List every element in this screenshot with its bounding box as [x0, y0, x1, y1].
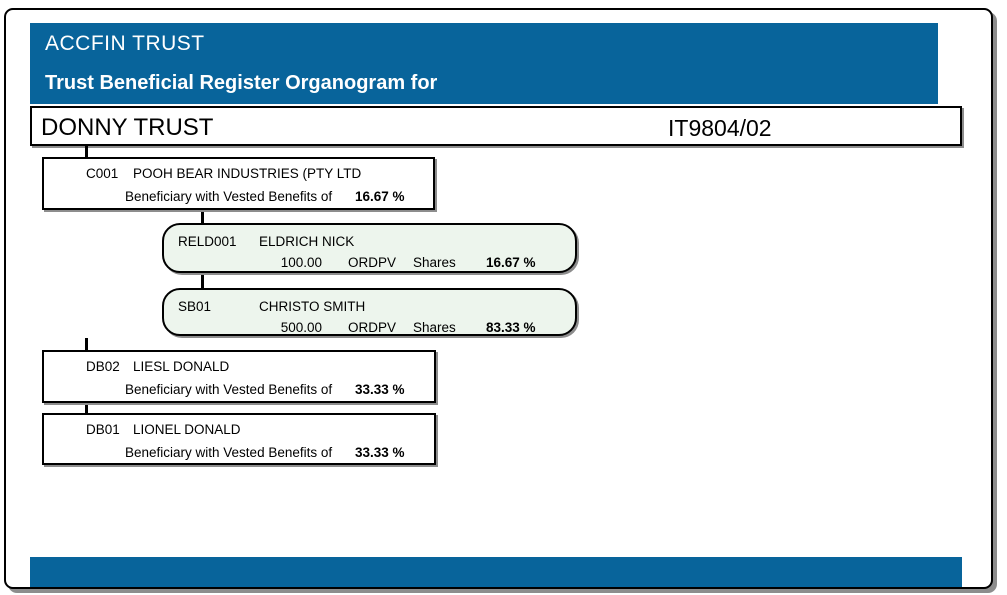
node-quantity: 100.00 — [280, 255, 322, 270]
node-share-class: ORDPV — [348, 320, 397, 335]
node-percentage: 83.33 % — [486, 320, 536, 335]
node-percentage: 33.33 % — [355, 445, 405, 460]
node-percentage: 16.67 % — [486, 255, 536, 270]
node-unit-label: Shares — [413, 255, 456, 270]
node-unit-label: Shares — [413, 320, 456, 335]
node-code: DB01 — [86, 422, 120, 437]
node-detail-label: Beneficiary with Vested Benefits of — [125, 189, 333, 204]
node-detail-label: Beneficiary with Vested Benefits of — [125, 445, 333, 460]
node-code: DB02 — [86, 359, 120, 374]
node-quantity: 500.00 — [280, 320, 322, 335]
node-percentage: 33.33 % — [355, 382, 405, 397]
report-title: Trust Beneficial Register Organogram for — [45, 72, 438, 94]
node-name: LIESL DONALD — [133, 359, 230, 374]
node-detail-label: Beneficiary with Vested Benefits of — [125, 382, 333, 397]
footer-bar — [30, 557, 962, 587]
node-percentage: 16.67 % — [355, 189, 405, 204]
node-share-class: ORDPV — [348, 255, 397, 270]
org-node-sb01: SB01 CHRISTO SMITH 500.00 ORDPV Shares 8… — [162, 288, 577, 336]
trust-title-bar: DONNY TRUST IT9804/02 — [30, 106, 962, 146]
report-header: ACCFIN TRUST Trust Beneficial Register O… — [30, 23, 938, 104]
trust-number: IT9804/02 — [668, 115, 772, 141]
node-name: LIONEL DONALD — [133, 422, 241, 437]
connector-line — [201, 272, 204, 289]
org-node-db02: DB02 LIESL DONALD Beneficiary with Veste… — [42, 350, 436, 403]
node-name: CHRISTO SMITH — [259, 299, 366, 314]
node-code: SB01 — [178, 299, 212, 314]
connector-line — [85, 145, 88, 158]
node-code: C001 — [86, 166, 119, 181]
node-name: ELDRICH NICK — [259, 234, 355, 249]
app-title: ACCFIN TRUST — [45, 32, 205, 55]
connector-line — [85, 338, 88, 351]
node-name: POOH BEAR INDUSTRIES (PTY LTD — [133, 166, 362, 181]
org-node-c001: C001 POOH BEAR INDUSTRIES (PTY LTD Benef… — [42, 157, 435, 210]
org-node-reld001: RELD001 ELDRICH NICK 100.00 ORDPV Shares… — [162, 223, 577, 273]
org-node-db01: DB01 LIONEL DONALD Beneficiary with Vest… — [42, 413, 436, 465]
connector-line — [85, 402, 88, 414]
connector-line — [201, 209, 204, 224]
trust-name: DONNY TRUST — [41, 114, 214, 141]
node-code: RELD001 — [178, 234, 237, 249]
